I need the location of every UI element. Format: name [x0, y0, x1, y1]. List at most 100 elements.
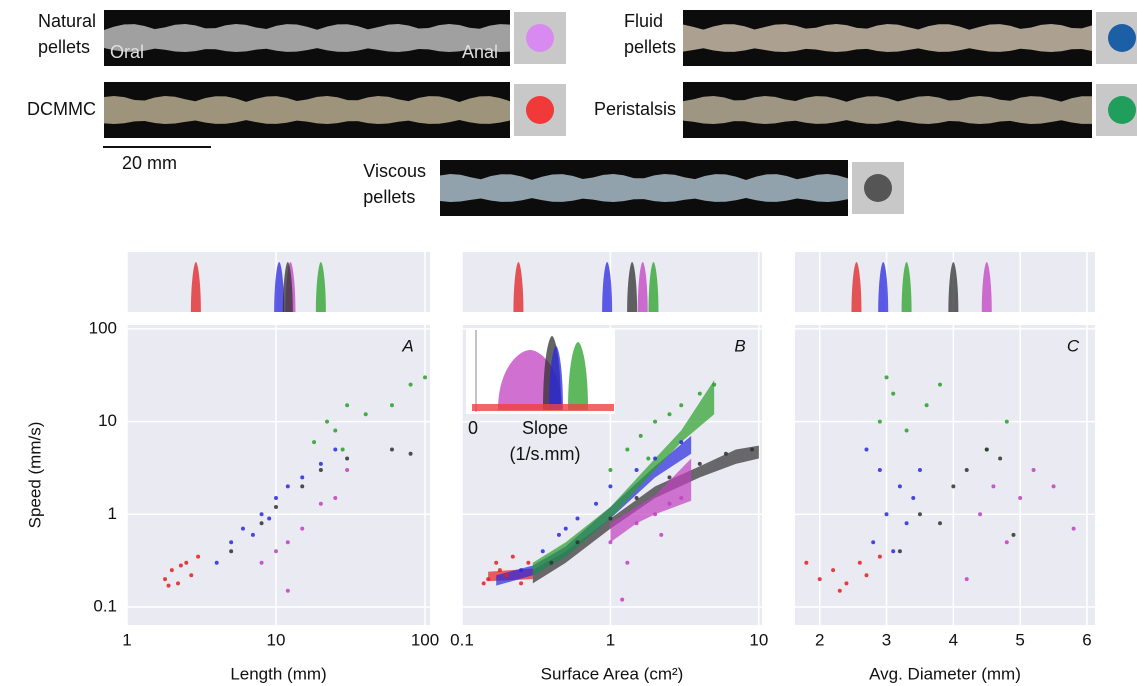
- marginal-peak: [627, 262, 638, 312]
- fit-band: [496, 435, 692, 586]
- point: [723, 451, 728, 456]
- specimen-colon: [440, 174, 848, 202]
- point: [897, 549, 902, 554]
- point: [340, 447, 345, 452]
- point: [917, 512, 922, 517]
- point: [497, 568, 502, 573]
- point: [259, 560, 264, 565]
- image-annotation: Oral: [110, 42, 145, 62]
- x-axis-label: Surface Area (cm²): [541, 664, 684, 683]
- point: [176, 581, 181, 586]
- point: [911, 495, 916, 500]
- marginal-peak: [948, 262, 959, 312]
- point: [1011, 532, 1016, 537]
- specimen-colon: [104, 24, 510, 52]
- point: [904, 428, 909, 433]
- x-tick-label: 10: [749, 630, 768, 649]
- inset-violin: [549, 346, 563, 410]
- panel-letter: C: [1067, 336, 1080, 355]
- specimen-colon: [104, 96, 510, 124]
- x-tick-label: 5: [1015, 630, 1024, 649]
- point: [481, 581, 486, 586]
- marginal-peak: [878, 262, 889, 312]
- y-axis-label: Speed (mm/s): [25, 422, 44, 529]
- legend-label: Peristalsis: [593, 99, 676, 119]
- x-tick-label: 1: [606, 630, 615, 649]
- point: [667, 412, 672, 417]
- legend-swatch: [864, 174, 892, 202]
- point: [1071, 526, 1076, 531]
- point: [646, 456, 651, 461]
- point: [408, 451, 413, 456]
- point: [345, 468, 350, 473]
- point: [519, 568, 524, 573]
- point: [697, 391, 702, 396]
- point: [937, 382, 942, 387]
- point: [653, 419, 658, 424]
- point: [300, 484, 305, 489]
- point: [750, 447, 755, 452]
- point: [259, 521, 264, 526]
- point: [951, 484, 956, 489]
- point: [540, 549, 545, 554]
- legend-swatch: [1108, 24, 1136, 52]
- scale-bar-label: 20 mm: [122, 153, 178, 173]
- point: [389, 447, 394, 452]
- point: [285, 540, 290, 545]
- point: [300, 475, 305, 480]
- point: [169, 568, 174, 573]
- point: [679, 495, 684, 500]
- y-tick-label: 10: [98, 411, 117, 430]
- point: [877, 419, 882, 424]
- point: [318, 501, 323, 506]
- point: [877, 468, 882, 473]
- point: [625, 560, 630, 565]
- point: [891, 549, 896, 554]
- panel-letter: A: [401, 336, 413, 355]
- marginal-peak: [851, 262, 862, 312]
- point: [163, 577, 168, 582]
- x-tick-label: 4: [949, 630, 958, 649]
- fit-band: [610, 458, 692, 543]
- marginal-peak: [190, 262, 201, 312]
- point: [679, 440, 684, 445]
- x-tick-label: 3: [882, 630, 891, 649]
- y-tick-label: 0.1: [93, 597, 117, 616]
- point: [345, 456, 350, 461]
- point: [408, 382, 413, 387]
- point: [653, 512, 658, 517]
- point: [620, 597, 625, 602]
- point: [608, 516, 613, 521]
- point: [519, 581, 524, 586]
- point: [625, 447, 630, 452]
- point: [333, 495, 338, 500]
- point: [229, 540, 234, 545]
- point: [608, 484, 613, 489]
- y-tick-label: 100: [89, 318, 117, 337]
- legend-label: Natural pellets: [37, 11, 96, 57]
- point: [285, 484, 290, 489]
- point: [697, 461, 702, 466]
- point: [504, 573, 509, 578]
- point: [667, 501, 672, 506]
- point: [864, 573, 869, 578]
- y-tick-label: 1: [108, 504, 117, 523]
- point: [659, 532, 664, 537]
- marginal-peak: [637, 262, 648, 312]
- point: [333, 447, 338, 452]
- marginal-peak: [274, 262, 285, 312]
- point: [937, 521, 942, 526]
- point: [189, 573, 194, 578]
- point: [667, 475, 672, 480]
- point: [345, 403, 350, 408]
- plot-area: [127, 325, 430, 625]
- point: [494, 560, 499, 565]
- point: [964, 468, 969, 473]
- image-annotation: Anal: [462, 42, 499, 62]
- marginal-peak: [282, 262, 293, 312]
- point: [526, 560, 531, 565]
- point: [864, 447, 869, 452]
- point: [904, 521, 909, 526]
- point: [884, 375, 889, 380]
